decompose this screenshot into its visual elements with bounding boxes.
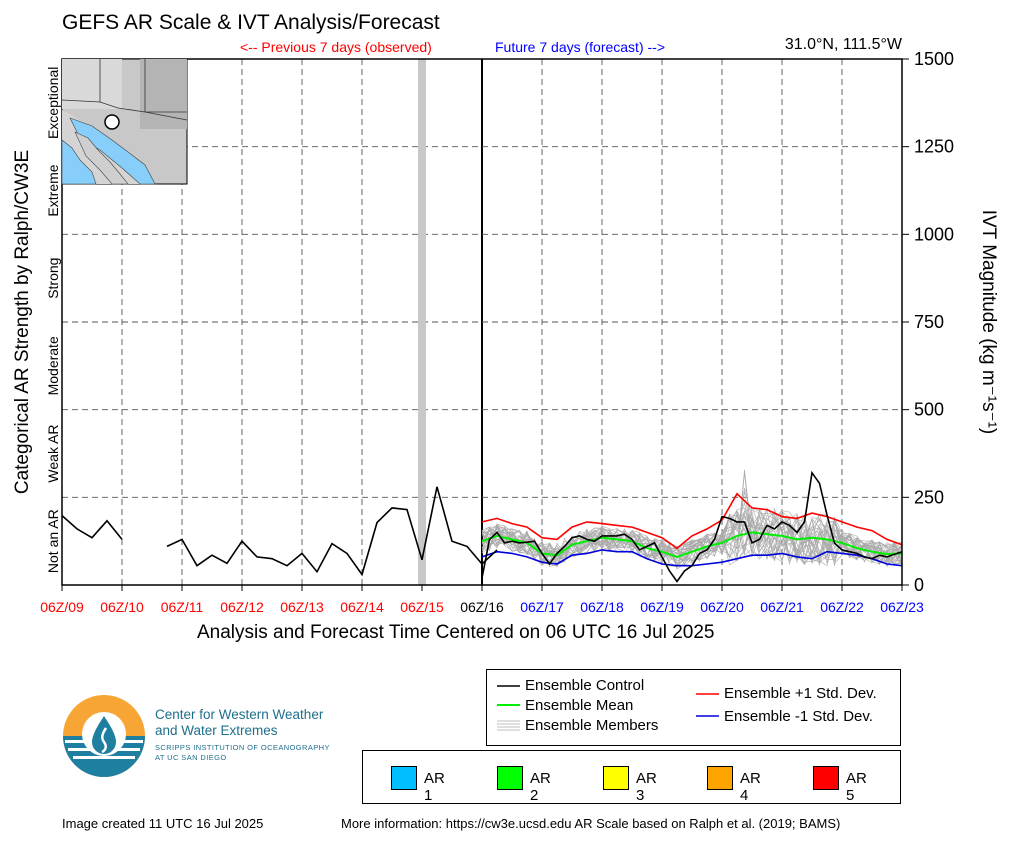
highlight-band <box>418 59 426 585</box>
x-tick-label: 06Z/23 <box>880 599 924 615</box>
ar-scale-legend: AR 1 AR 2 AR 3 AR 4 AR 5 <box>362 750 901 804</box>
ar2-label: AR 2 <box>530 770 551 804</box>
location-coords: 31.0°N, 111.5°W <box>784 36 902 53</box>
ar3-swatch <box>603 766 629 790</box>
previous-days-label: <-- Previous 7 days (observed) <box>240 39 432 55</box>
legend-control-label: Ensemble Control <box>525 677 645 694</box>
x-tick-label: 06Z/14 <box>340 599 384 615</box>
x-axis-title: Analysis and Forecast Time Centered on 0… <box>197 622 715 643</box>
y-tick-label: 1250 <box>914 137 954 157</box>
logo-title: Center for Western Weather and Water Ext… <box>155 707 323 739</box>
legend-plus-label: Ensemble +1 Std. Dev. <box>724 685 877 702</box>
x-tick-label: 06Z/10 <box>100 599 144 615</box>
x-tick-label: 06Z/20 <box>700 599 744 615</box>
series-line-ensemble-mean <box>481 531 903 558</box>
ensemble-member-line <box>481 488 903 562</box>
x-tick-label: 06Z/13 <box>280 599 324 615</box>
inset-map <box>61 58 188 185</box>
ar1-swatch <box>391 766 417 790</box>
series-lines <box>61 470 903 583</box>
ar5-label: AR 5 <box>846 770 867 804</box>
legend-mean-label: Ensemble Mean <box>525 697 634 714</box>
right-axis-title: IVT Magnitude (kg m⁻¹s⁻¹) <box>978 210 999 435</box>
series-legend: Ensemble Control Ensemble Mean Ensemble … <box>486 669 901 746</box>
y-tick-label: 250 <box>914 487 944 507</box>
category-label: Exceptional <box>45 67 61 139</box>
series-line-ensemble-control <box>61 515 123 540</box>
x-tick-label: 06Z/12 <box>220 599 264 615</box>
logo-line2: and Water Extremes <box>155 723 278 738</box>
category-label: Not an AR <box>45 509 61 573</box>
highlight-band-rect <box>418 59 426 585</box>
logo-subtitle: SCRIPPS INSTITUTION OF OCEANOGRAPHY AT U… <box>155 743 330 763</box>
grid-lines <box>62 59 902 585</box>
ar4-label: AR 4 <box>740 770 761 804</box>
series-line-ensemble-control <box>166 486 498 577</box>
x-tick-label: 06Z/21 <box>760 599 804 615</box>
ar3-label: AR 3 <box>636 770 657 804</box>
logo-sub2: AT UC SAN DIEGO <box>155 753 227 762</box>
logo-line1: Center for Western Weather <box>155 707 324 722</box>
chart-title: GEFS AR Scale & IVT Analysis/Forecast <box>62 11 440 34</box>
legend-members-label: Ensemble Members <box>525 717 659 734</box>
location-marker <box>104 114 120 130</box>
ar2-swatch <box>497 766 523 790</box>
series-line-ensemble-1-std-dev- <box>481 492 903 550</box>
ensemble-member-line <box>481 507 903 560</box>
category-label: Weak AR <box>45 424 61 482</box>
y-tick-label: 750 <box>914 312 944 332</box>
x-tick-label: 06Z/09 <box>40 599 84 615</box>
series-line-ensemble-control-forecast- <box>481 470 903 583</box>
x-tick-label: 06Z/17 <box>520 599 564 615</box>
axis-ticks: 06Z/09 06Z/10 06Z/11 06Z/12 06Z/13 06Z/14 06Z/… <box>40 49 954 615</box>
ar4-swatch <box>707 766 733 790</box>
ivt-chart: 06Z/09 06Z/10 06Z/11 06Z/12 06Z/13 06Z/14 06Z/… <box>12 49 999 615</box>
y-tick-label: 500 <box>914 400 944 420</box>
x-tick-label: 06Z/22 <box>820 599 864 615</box>
left-axis-title: Categorical AR Strength by Ralph/CW3E <box>12 150 33 494</box>
ar5-swatch <box>813 766 839 790</box>
x-tick-label: 06Z/18 <box>580 599 624 615</box>
logo-sub1: SCRIPPS INSTITUTION OF OCEANOGRAPHY <box>155 743 330 752</box>
category-label: Moderate <box>45 336 61 395</box>
y-tick-label: 1500 <box>914 49 954 69</box>
x-tick-label: 06Z/11 <box>161 599 204 615</box>
legend-members-swatch <box>497 720 520 731</box>
y-tick-label: 1000 <box>914 224 954 244</box>
x-tick-label: 06Z/19 <box>640 599 684 615</box>
more-info-note: More information: https://cw3e.ucsd.edu … <box>341 816 841 831</box>
legend-minus-label: Ensemble -1 Std. Dev. <box>724 708 873 725</box>
x-tick-label: 06Z/15 <box>400 599 444 615</box>
cw3e-logo-icon <box>63 695 145 777</box>
y-tick-label: 0 <box>914 575 924 595</box>
category-label: Extreme <box>45 164 61 216</box>
x-tick-label: 06Z/16 <box>460 599 504 615</box>
ar1-label: AR 1 <box>424 770 445 804</box>
future-days-label: Future 7 days (forecast) --> <box>495 39 666 55</box>
category-label: Strong <box>45 258 61 299</box>
image-created-note: Image created 11 UTC 16 Jul 2025 <box>62 816 264 831</box>
category-labels: Not an AR Weak AR Moderate Strong Extreme Exc… <box>45 67 61 573</box>
